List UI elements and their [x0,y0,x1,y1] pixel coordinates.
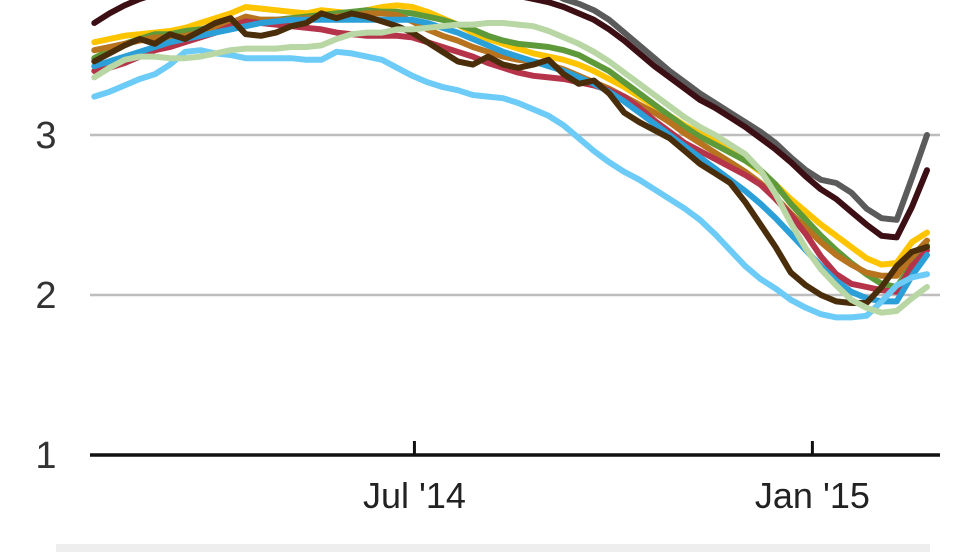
series-line-8 [91,10,930,306]
footer-bar [56,544,930,552]
y-tick-label: 1 [35,435,56,477]
series-layer [91,0,930,321]
x-tick-label: Jan '15 [755,475,870,516]
series-line-2 [91,0,930,241]
axis-layer: 1 2 3 Jul '14 Jan '15 [35,115,940,516]
series-line-10 [91,20,930,316]
y-tick-label: 2 [35,275,56,317]
grid-layer [90,133,940,297]
series-line-9 [91,47,930,321]
y-tick-label: 3 [35,115,56,157]
x-tick-label: Jul '14 [363,475,466,516]
series-line-7 [91,16,930,305]
series-line-1 [559,0,930,223]
series-line-6 [91,18,930,295]
